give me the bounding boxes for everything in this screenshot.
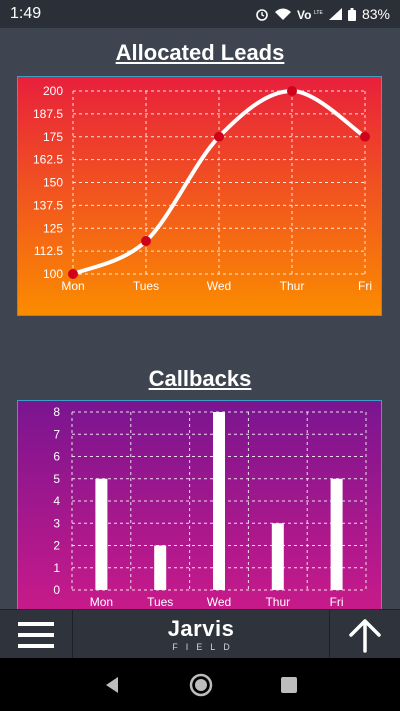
bottom-app-bar: Jarvis FIELD [0, 609, 400, 659]
hamburger-icon [18, 621, 54, 648]
chart-title-allocated-leads: Allocated Leads [115, 40, 285, 65]
x-tick-label: Thur [265, 595, 290, 609]
x-tick-label: Tues [133, 279, 159, 293]
y-tick-label: 3 [53, 516, 60, 530]
y-tick-label: 137.5 [33, 198, 63, 212]
y-tick-label: 6 [53, 450, 60, 464]
y-tick-label: 112.5 [34, 244, 63, 258]
y-tick-label: 200 [43, 84, 63, 98]
y-tick-label: 162.5 [33, 153, 63, 167]
data-point [360, 131, 370, 142]
bar-chart-svg: 0 1 2 3 4 5 6 7 8 Mon Tues Wed Thur Fri [18, 401, 381, 611]
back-icon[interactable] [103, 676, 121, 694]
svg-text:Vo: Vo [297, 8, 311, 20]
y-tick-label: 5 [53, 472, 60, 486]
x-tick-label: Wed [207, 279, 231, 293]
svg-text:LTE: LTE [314, 10, 323, 16]
y-tick-label: 187.5 [33, 107, 63, 121]
signal-icon [328, 8, 342, 20]
y-tick-label: 4 [53, 494, 60, 508]
line-chart-svg: 100 112.5 125 137.5 150 162.5 175 187.5 200 Mon Tu… [18, 77, 381, 315]
bar-chart-background [18, 401, 381, 611]
bar [330, 478, 343, 590]
android-nav-bar [0, 658, 400, 711]
status-bar: 1:49 Vo LTE 83% [0, 0, 400, 28]
data-point [68, 269, 78, 279]
y-tick-label: 0 [53, 583, 60, 597]
y-tick-label: 100 [43, 267, 63, 281]
bar [271, 523, 284, 590]
menu-button[interactable] [0, 610, 73, 659]
brand-name: Jarvis [167, 615, 235, 641]
brand-subtitle: FIELD [172, 641, 238, 652]
data-point [214, 131, 224, 142]
chart-title-callbacks: Callbacks [148, 366, 252, 391]
data-point [287, 86, 297, 96]
battery-percent: 83% [361, 6, 390, 22]
x-tick-label: Fri [330, 595, 344, 609]
y-tick-label: 7 [53, 427, 60, 441]
arrow-up-icon [349, 618, 381, 653]
battery-icon [347, 7, 356, 21]
line-chart-background [18, 77, 381, 315]
alarm-icon [256, 9, 268, 21]
x-tick-label: Mon [90, 595, 113, 609]
x-tick-label: Mon [61, 279, 84, 293]
scroll-to-top-button[interactable] [329, 610, 400, 659]
volte-icon: Vo LTE [297, 8, 323, 20]
y-tick-label: 8 [53, 405, 60, 419]
y-tick-label: 2 [53, 539, 60, 553]
allocated-leads-chart: 100 112.5 125 137.5 150 162.5 175 187.5 200 Mon Tu… [17, 76, 382, 316]
x-tick-label: Tues [147, 595, 173, 609]
bar [95, 478, 108, 590]
bar [213, 412, 225, 590]
brand-logo: Jarvis FIELD [73, 610, 329, 659]
status-time: 1:49 [10, 5, 42, 22]
y-tick-label: 175 [43, 130, 63, 144]
data-point [141, 236, 151, 247]
recents-icon[interactable] [280, 676, 297, 693]
y-tick-label: 125 [43, 221, 63, 235]
x-tick-label: Fri [358, 279, 372, 293]
x-tick-label: Wed [207, 595, 231, 609]
bar [154, 545, 167, 590]
callbacks-chart: 0 1 2 3 4 5 6 7 8 Mon Tues Wed Thur Fri [17, 400, 382, 611]
status-icons: Vo LTE 83% [255, 6, 390, 22]
x-tick-label: Thur [280, 279, 305, 293]
y-tick-label: 1 [53, 561, 60, 575]
wifi-icon [274, 8, 291, 20]
y-tick-label: 150 [43, 176, 63, 190]
home-icon[interactable] [188, 672, 214, 698]
